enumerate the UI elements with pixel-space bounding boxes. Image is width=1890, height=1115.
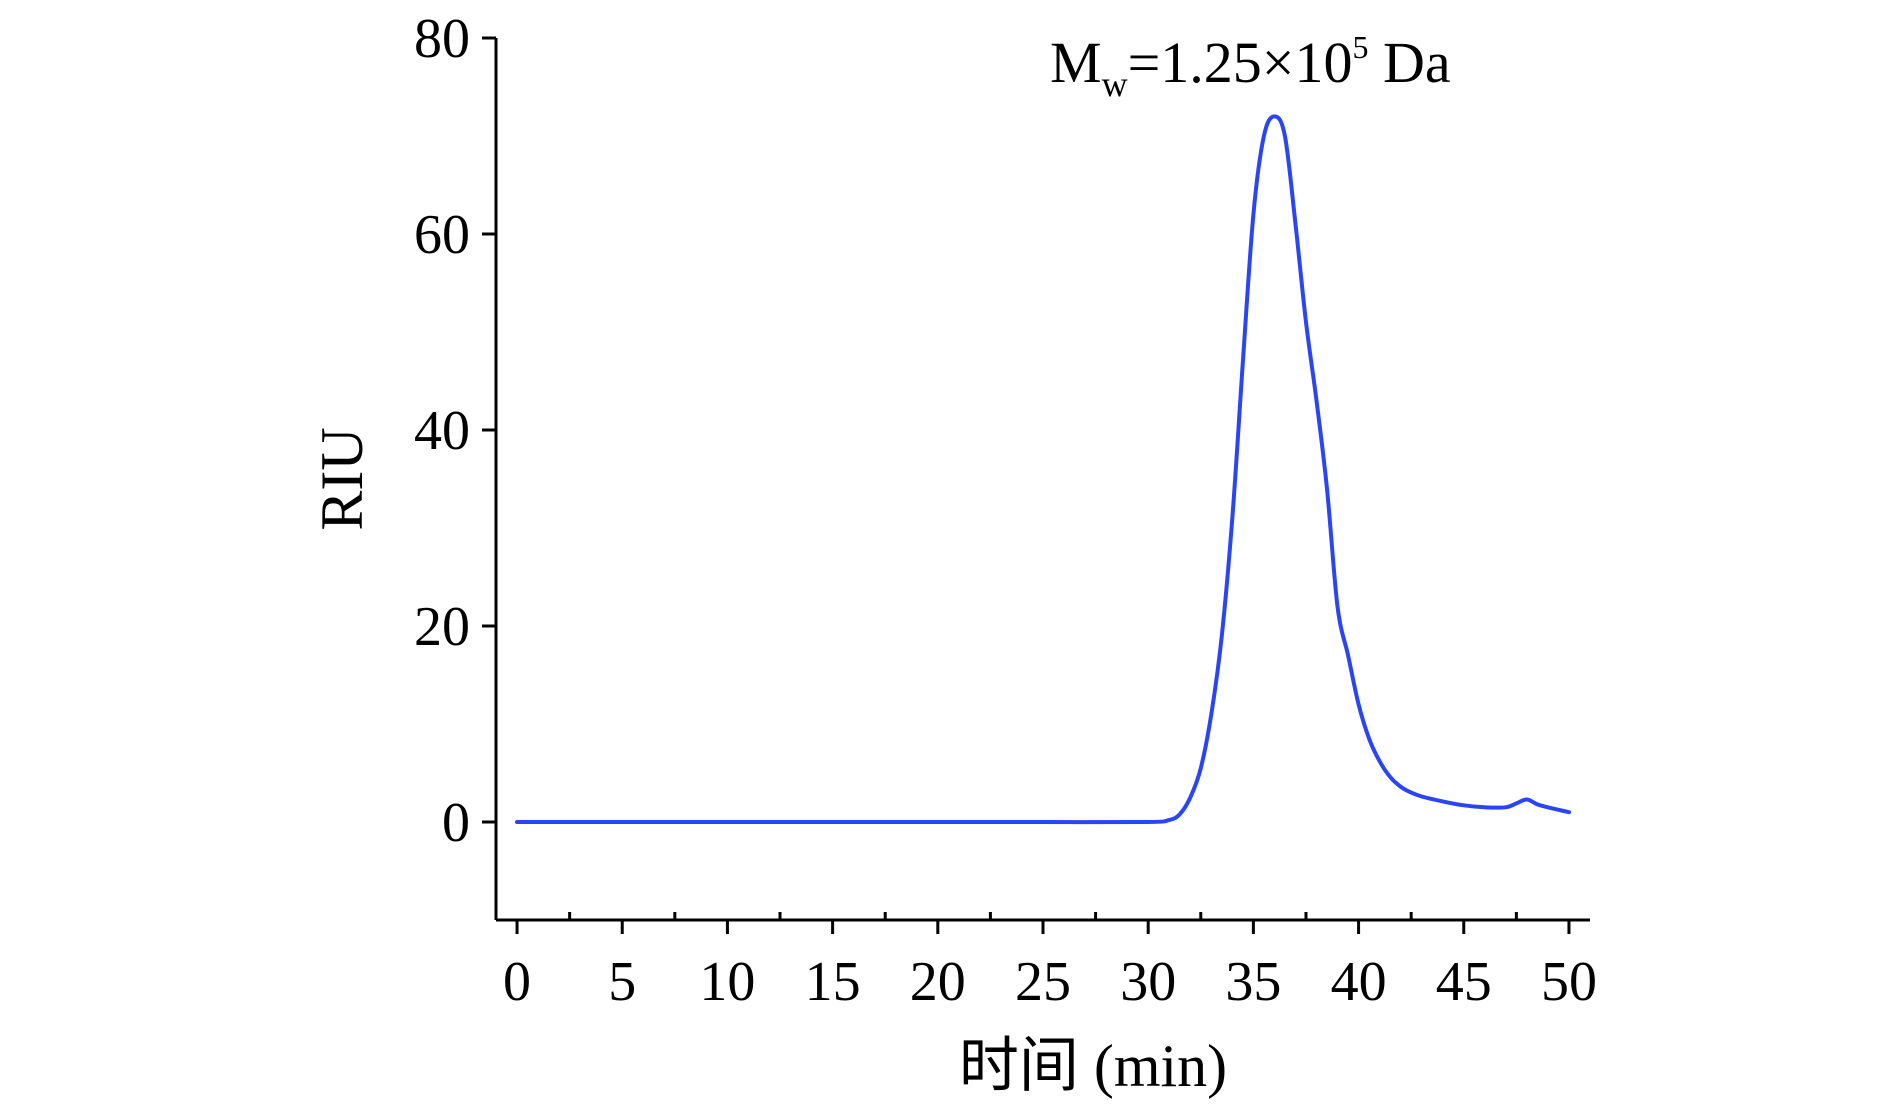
annotation-value: =1.25×10 [1128, 30, 1353, 95]
x-tick-label: 50 [1541, 951, 1597, 1013]
ticks: 0 20 40 60 80 0 5 10 15 20 25 30 35 40 45 50 [414, 8, 1597, 1013]
x-tick-label: 20 [910, 951, 966, 1013]
annotation-base: M [1050, 30, 1102, 95]
annotation-subscript: w [1102, 64, 1128, 104]
y-axis-title: RIU [309, 427, 375, 530]
y-tick-label: 20 [414, 596, 470, 658]
y-tick-label: 40 [414, 400, 470, 462]
y-tick-label: 60 [414, 204, 470, 266]
mw-annotation: Mw=1.25×105 Da [1050, 29, 1451, 104]
x-tick-label: 5 [608, 951, 636, 1013]
y-tick-label: 0 [442, 792, 470, 854]
plot-area [515, 114, 1571, 825]
x-tick-label: 0 [503, 951, 531, 1013]
y-tick-label: 80 [414, 8, 470, 70]
x-tick-label: 25 [1015, 951, 1071, 1013]
x-tick-label: 30 [1120, 951, 1176, 1013]
x-tick-label: 35 [1225, 951, 1281, 1013]
x-tick-label: 15 [805, 951, 861, 1013]
series-line [515, 114, 1571, 825]
x-tick-label: 45 [1436, 951, 1492, 1013]
annotation-unit: Da [1369, 30, 1451, 95]
x-tick-label: 40 [1331, 951, 1387, 1013]
axes [494, 38, 1590, 922]
x-tick-label: 10 [699, 951, 755, 1013]
x-axis-title: 时间 (min) [959, 1033, 1227, 1099]
annotation-superscript: 5 [1353, 29, 1369, 65]
